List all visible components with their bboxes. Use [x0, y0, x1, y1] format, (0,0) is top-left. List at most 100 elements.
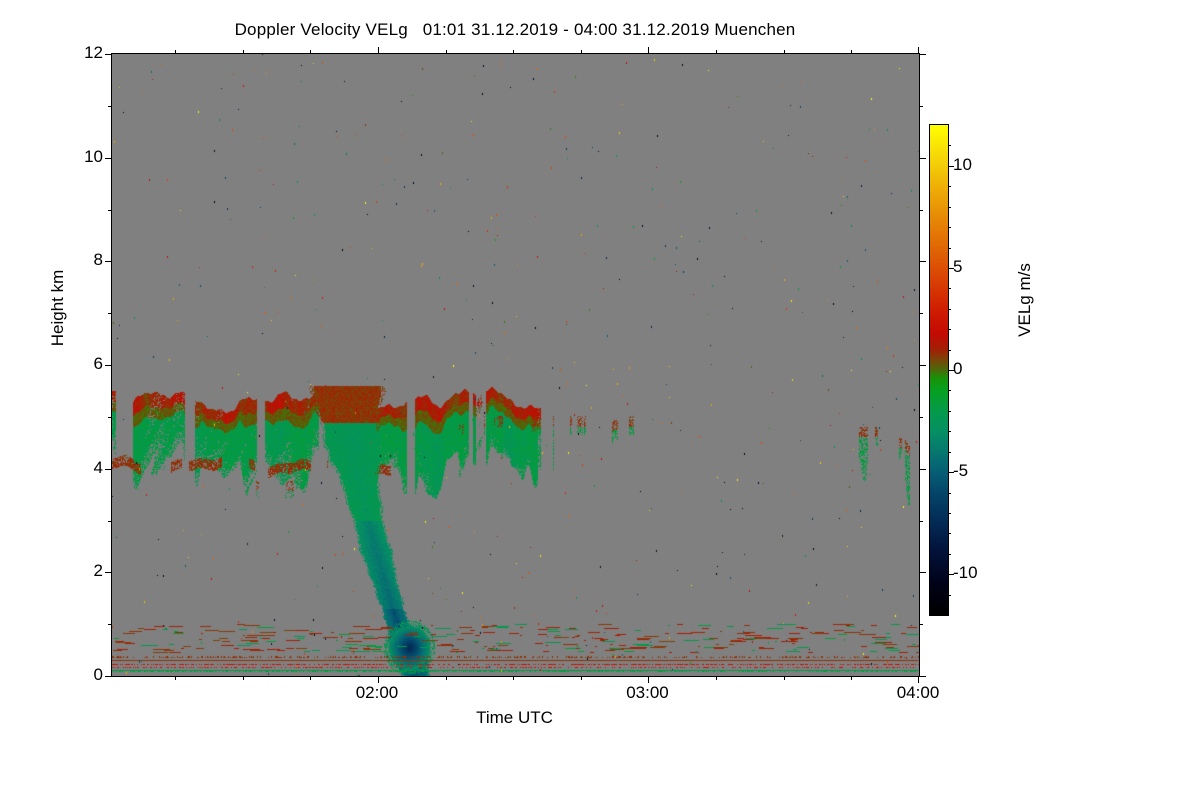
x-tick-minor	[783, 676, 785, 680]
x-axis-title: Time UTC	[476, 708, 553, 727]
x-tick-minor	[242, 676, 244, 680]
colorbar-tick-minor	[948, 308, 951, 310]
y-tick-minor	[919, 416, 923, 418]
x-tick-label: 02:00	[355, 683, 399, 702]
colorbar-tick-label: -5	[953, 461, 969, 481]
colorbar-tick-minor	[948, 329, 951, 331]
colorbar-tick-label: 10	[953, 154, 972, 174]
y-tick	[919, 261, 926, 263]
colorbar-tick	[948, 267, 954, 269]
colorbar-tick-minor	[948, 145, 951, 147]
colorbar-tick-minor	[948, 410, 951, 412]
y-tick	[105, 468, 112, 470]
colorbar-tick-minor	[948, 492, 951, 494]
y-tick-label: 12	[84, 43, 103, 62]
y-axis-tick-labels: 0 2 4 6 8 10 12	[60, 43, 104, 684]
colorbar-tick-minor	[948, 594, 951, 596]
y-tick	[919, 365, 926, 366]
colorbar-tick-label: -10	[953, 563, 978, 583]
colorbar-tick-minor	[948, 206, 951, 208]
x-tick-minor	[513, 50, 515, 54]
x-tick-label: 04:00	[896, 683, 940, 702]
x-tick-minor	[851, 50, 853, 54]
y-tick-minor	[108, 105, 112, 107]
x-tick-minor	[310, 50, 312, 54]
plot-area[interactable]	[105, 47, 926, 683]
colorbar-tick-minor	[948, 186, 951, 188]
y-tick	[105, 54, 112, 55]
x-tick-minor	[513, 676, 515, 680]
x-tick-minor	[445, 50, 447, 54]
x-tick-minor	[716, 676, 718, 680]
colorbar-tick-minor	[948, 390, 951, 392]
colorbar-tick	[948, 574, 954, 576]
y-tick	[919, 157, 926, 159]
x-tick-minor	[580, 676, 582, 680]
y-tick-minor	[919, 624, 923, 626]
y-tick-minor	[108, 520, 112, 522]
y-tick	[919, 468, 926, 470]
colorbar-tick-labels: -10 -5 0 5 10	[953, 124, 993, 614]
colorbar-title: VELg m/s	[1015, 263, 1034, 337]
colorbar[interactable]	[929, 124, 954, 616]
x-tick-minor	[445, 676, 447, 680]
y-tick	[105, 261, 112, 263]
colorbar-tick-minor	[948, 431, 951, 433]
x-tick	[377, 676, 379, 683]
y-tick-minor	[108, 624, 112, 626]
y-tick-minor	[108, 209, 112, 211]
colorbar-tick-minor	[948, 247, 951, 249]
x-tick-label: 03:00	[626, 683, 669, 702]
y-tick	[105, 157, 112, 159]
x-tick-minor	[175, 676, 177, 680]
x-tick	[918, 47, 919, 54]
y-tick-label: 2	[93, 561, 103, 581]
x-tick-minor	[310, 676, 312, 680]
colorbar-tick-minor	[948, 288, 951, 290]
x-tick-minor	[175, 50, 177, 54]
page-title: Doppler Velocity VELg 01:01 31.12.2019 -…	[234, 20, 796, 39]
y-tick	[919, 572, 926, 574]
colorbar-tick-minor	[948, 349, 951, 351]
y-tick-label: 10	[84, 146, 103, 166]
y-tick-label: 8	[93, 250, 103, 270]
x-axis-tick-labels: 02:00 03:00 04:00	[111, 683, 940, 707]
x-tick-minor	[580, 50, 582, 54]
y-tick	[919, 54, 926, 55]
x-tick	[377, 47, 379, 54]
y-tick	[105, 365, 112, 366]
y-tick-minor	[919, 520, 923, 522]
y-tick-label: 0	[93, 665, 103, 684]
colorbar-tick-minor	[948, 451, 951, 453]
colorbar-tick-label: 0	[953, 359, 963, 378]
x-tick	[918, 676, 919, 683]
y-tick-minor	[919, 209, 923, 211]
colorbar-tick	[948, 165, 954, 167]
y-tick	[105, 572, 112, 574]
x-tick-minor	[716, 50, 718, 54]
y-tick-minor	[108, 313, 112, 315]
colorbar-tick-minor	[948, 533, 951, 535]
x-tick-minor	[783, 50, 785, 54]
x-tick	[648, 676, 650, 683]
y-tick	[105, 676, 112, 677]
doppler-velocity-heatmap[interactable]	[112, 54, 919, 676]
colorbar-tick-minor	[948, 553, 951, 555]
y-tick	[919, 676, 926, 677]
colorbar-tick	[948, 370, 954, 371]
colorbar-tick	[948, 472, 954, 474]
y-tick-label: 6	[93, 354, 103, 373]
y-tick-label: 4	[93, 457, 103, 477]
colorbar-tick-minor	[948, 512, 951, 514]
y-tick-minor	[919, 313, 923, 315]
x-tick-minor	[242, 50, 244, 54]
colorbar-gradient	[930, 125, 948, 615]
colorbar-tick-minor	[948, 227, 951, 229]
x-tick-minor	[851, 676, 853, 680]
y-tick-minor	[108, 416, 112, 418]
y-tick-minor	[919, 105, 923, 107]
x-tick	[648, 47, 650, 54]
colorbar-tick-label: 5	[953, 256, 963, 276]
y-axis-title: Height km	[48, 269, 67, 347]
